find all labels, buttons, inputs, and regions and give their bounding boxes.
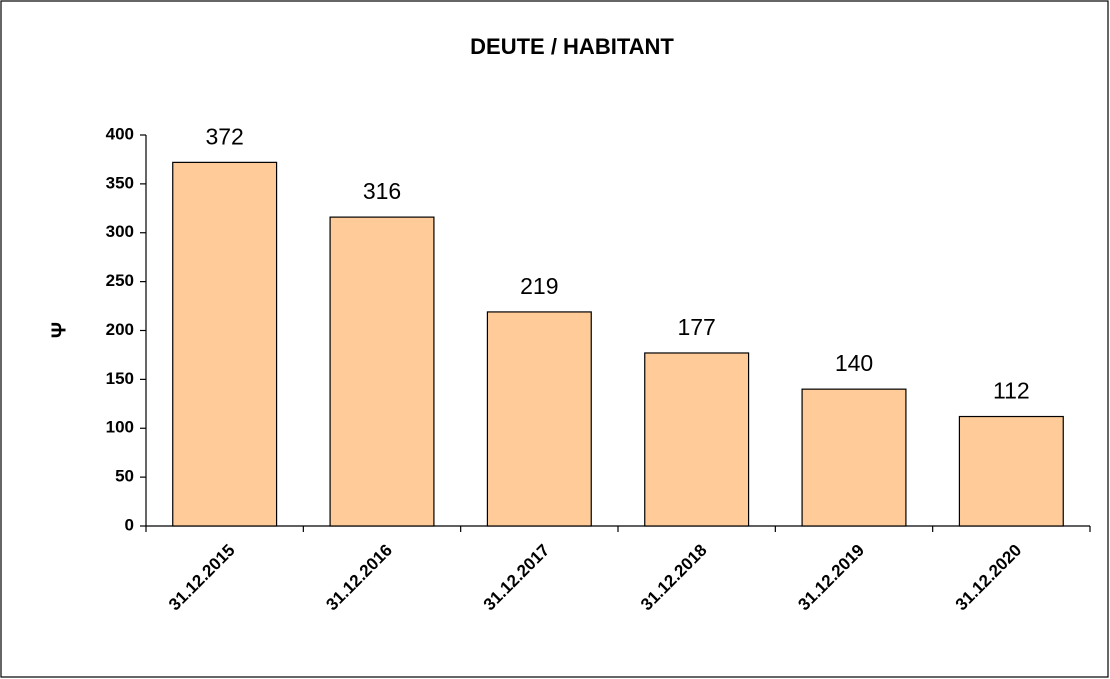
data-label: 316 (363, 178, 401, 204)
data-label: 372 (205, 123, 243, 149)
bar (329, 216, 435, 527)
data-label: 177 (677, 314, 715, 340)
y-tick-label: 250 (106, 271, 134, 290)
bar (486, 311, 592, 527)
bar (172, 161, 278, 527)
y-tick-label: 0 (125, 515, 134, 534)
data-label: 219 (520, 273, 558, 299)
y-tick-label: 150 (106, 369, 134, 388)
y-axis-label: Ψ (48, 322, 70, 338)
bar (958, 415, 1064, 527)
chart-title: DEUTE / HABITANT (470, 34, 674, 59)
y-tick-label: 400 (106, 124, 134, 143)
y-tick-label: 100 (106, 418, 134, 437)
y-tick-label: 300 (106, 222, 134, 241)
y-tick-label: 50 (115, 467, 134, 486)
y-tick-label: 350 (106, 173, 134, 192)
bar (801, 388, 907, 527)
bar (644, 352, 750, 527)
data-label: 140 (835, 350, 873, 376)
y-tick-label: 200 (106, 320, 134, 339)
data-label: 112 (993, 378, 1030, 404)
